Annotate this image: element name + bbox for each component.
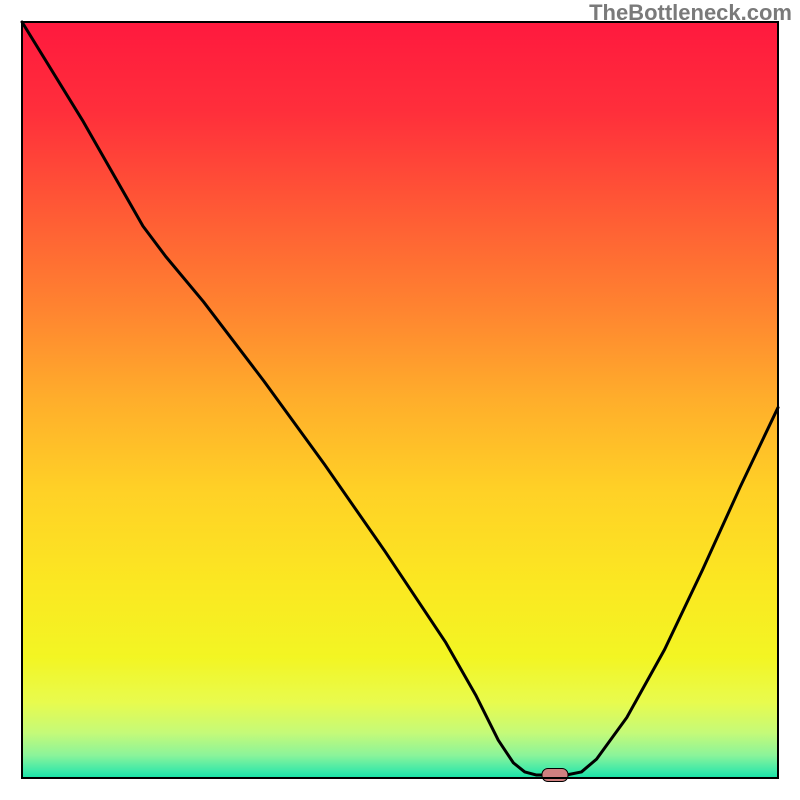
optimal-marker <box>542 768 568 781</box>
plot-background <box>22 22 778 778</box>
chart-container: TheBottleneck.com <box>0 0 800 800</box>
watermark-text: TheBottleneck.com <box>589 0 792 26</box>
bottleneck-chart <box>0 0 800 800</box>
